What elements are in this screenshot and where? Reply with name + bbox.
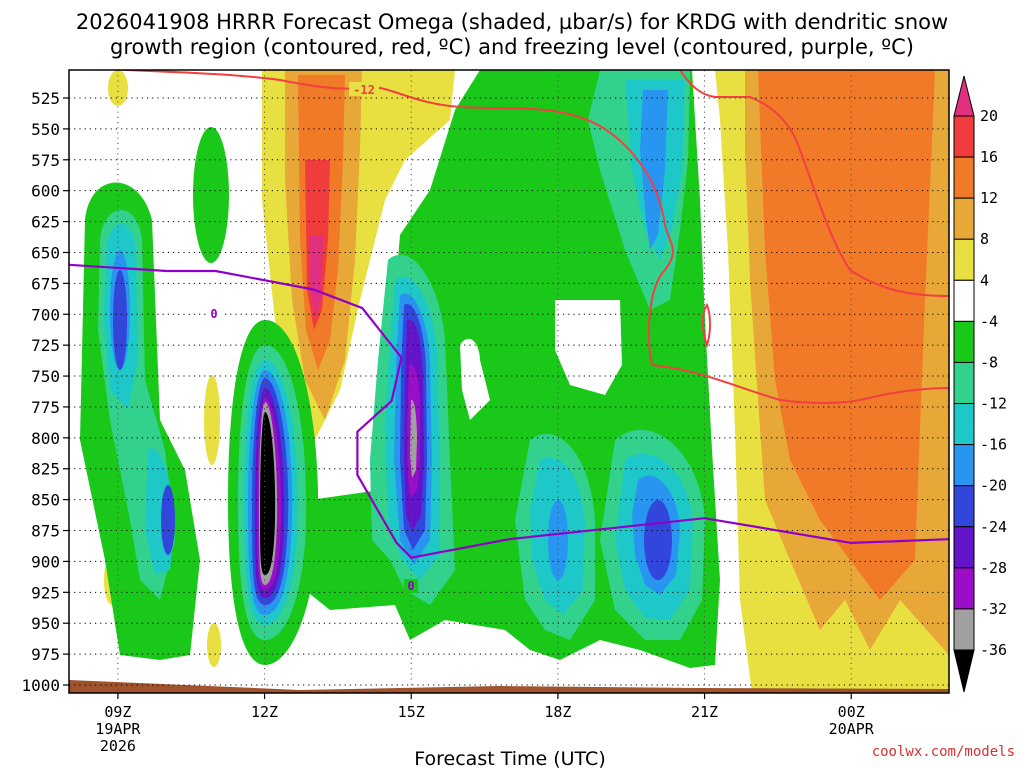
y-tick-label-750: 750 (31, 367, 60, 386)
y-tick-label-550: 550 (31, 120, 60, 139)
freezing-label-bg-2 (404, 579, 418, 593)
omega-shade-east-12 (758, 70, 935, 600)
colorbar-block-0 (953, 115, 975, 158)
y-tick-label-925: 925 (31, 583, 60, 602)
x-tick-label-00Z: 00Z (838, 703, 865, 721)
omega-shade-west-darkblue (113, 270, 127, 370)
freezing-contour-label-1: 0 (210, 307, 217, 321)
y-tick-label-650: 650 (31, 243, 60, 262)
omega-shade-yellow-a (108, 70, 128, 106)
omega-shade-18z-blue (548, 500, 568, 580)
x-tick-sublabel-00Z-0: 20APR (829, 720, 875, 738)
y-tick-label-900: 900 (31, 552, 60, 571)
omega-shade-green-11z (193, 127, 229, 263)
dendritic-contours: -12 (105, 70, 949, 404)
plot-frame (68, 69, 950, 694)
freezing-label-bg-1 (207, 307, 221, 321)
colorbar-block-3 (953, 238, 975, 281)
y-tick-label-800: 800 (31, 429, 60, 448)
y-tick-label-825: 825 (31, 460, 60, 479)
y-tick-label-600: 600 (31, 182, 60, 201)
colorbar-label-0: 20 (980, 107, 998, 125)
y-tick-label-575: 575 (31, 151, 60, 170)
colorbar-block-8 (953, 444, 975, 487)
y-tick-label-975: 975 (31, 645, 60, 664)
omega-shade-upper20z-blue (640, 90, 668, 250)
colorbar-block-10 (953, 526, 975, 569)
colorbar-arrow-bottom (953, 649, 975, 693)
freezing-level-line (69, 263, 949, 559)
colorbar-arrow-top (953, 75, 975, 117)
colorbar-block-6 (953, 361, 975, 405)
x-tick-label-21Z: 21Z (691, 703, 718, 721)
y-tick-label-850: 850 (31, 491, 60, 510)
dendritic-contour-label: -12 (353, 83, 375, 97)
omega-shade-west-darkblue-low (161, 485, 175, 555)
colorbar-label-9: -20 (980, 477, 1007, 495)
colorbar-label-13: -36 (980, 641, 1007, 659)
y-tick-label-625: 625 (31, 213, 60, 232)
colorbar-label-4: 4 (980, 271, 989, 289)
colorbar-label-12: -32 (980, 600, 1007, 618)
colorbar-block-4 (953, 279, 975, 322)
colorbar-label-7: -12 (980, 395, 1007, 413)
omega-shade-central-hole (555, 300, 622, 395)
colorbar-block-9 (953, 485, 975, 528)
colorbar-label-11: -28 (980, 559, 1007, 577)
omega-shade-yellow-b (204, 375, 220, 465)
x-tick-label-15Z: 15Z (398, 703, 425, 721)
colorbar-label-1: 16 (980, 148, 998, 166)
colorbar-block-7 (953, 403, 975, 446)
colorbar-block-5 (953, 320, 975, 363)
omega-shade-12z-black (260, 412, 276, 575)
omega-shade-central-gap (460, 338, 490, 420)
y-tick-label-725: 725 (31, 336, 60, 355)
y-tick-label-950: 950 (31, 614, 60, 633)
y-tick-label-700: 700 (31, 305, 60, 324)
x-tick-label-18Z: 18Z (544, 703, 571, 721)
freezing-level: 0 0 (69, 263, 949, 593)
x-axis-title: Forecast Time (UTC) (414, 748, 605, 768)
omega-shade-yellow-d (207, 623, 221, 667)
grid-lines (69, 70, 949, 693)
dendritic-contour-small (701, 302, 711, 348)
colorbar-block-1 (953, 156, 975, 199)
colorbar-block-11 (953, 567, 975, 610)
omega-shading (80, 70, 949, 693)
credit-text[interactable]: coolwx.com/models (872, 744, 1015, 760)
x-tick-label-09Z: 09Z (104, 703, 131, 721)
colorbar-label-8: -16 (980, 436, 1007, 454)
x-tick-label-12Z: 12Z (251, 703, 278, 721)
colorbar: 20 16 12 8 4 -4 -8 -12 -16 -20 -24 -28 -32 -36 (953, 75, 1007, 693)
freezing-contour-label-2: 0 (407, 579, 414, 593)
x-tick-sublabel-09Z-0: 19APR (95, 720, 141, 738)
y-tick-label-1000: 1000 (21, 676, 60, 695)
colorbar-block-2 (953, 197, 975, 240)
terrain-ground (69, 680, 949, 693)
y-tick-label-875: 875 (31, 522, 60, 541)
colorbar-label-6: -8 (980, 353, 998, 371)
y-tick-label-775: 775 (31, 398, 60, 417)
colorbar-label-2: 12 (980, 189, 998, 207)
y-tick-label-675: 675 (31, 274, 60, 293)
dendritic-contour-upper (679, 70, 949, 297)
colorbar-block-12 (953, 608, 975, 651)
dendritic-contour-lower (105, 70, 949, 404)
title-line-1: 2026041908 HRRR Forecast Omega (shaded, … (76, 10, 948, 34)
plot-area: -12 0 0 (69, 70, 949, 693)
y-tick-label-525: 525 (31, 89, 60, 108)
title-line-2: growth region (contoured, red, ºC) and f… (110, 35, 914, 59)
omega-shade-20z-darkblue (644, 500, 672, 580)
dendritic-label-bg (349, 82, 379, 96)
x-tick-sublabel-09Z-1: 2026 (100, 737, 136, 755)
colorbar-label-5: -4 (980, 312, 998, 330)
y-axis: 525 550 575 600 625 650 675 700 725 750 775 800 825 8… (21, 89, 69, 695)
omega-shade-upper-20 (309, 235, 323, 320)
colorbar-label-3: 8 (980, 230, 989, 248)
colorbar-label-10: -24 (980, 518, 1007, 536)
omega-shade-15z-gray (410, 399, 417, 478)
